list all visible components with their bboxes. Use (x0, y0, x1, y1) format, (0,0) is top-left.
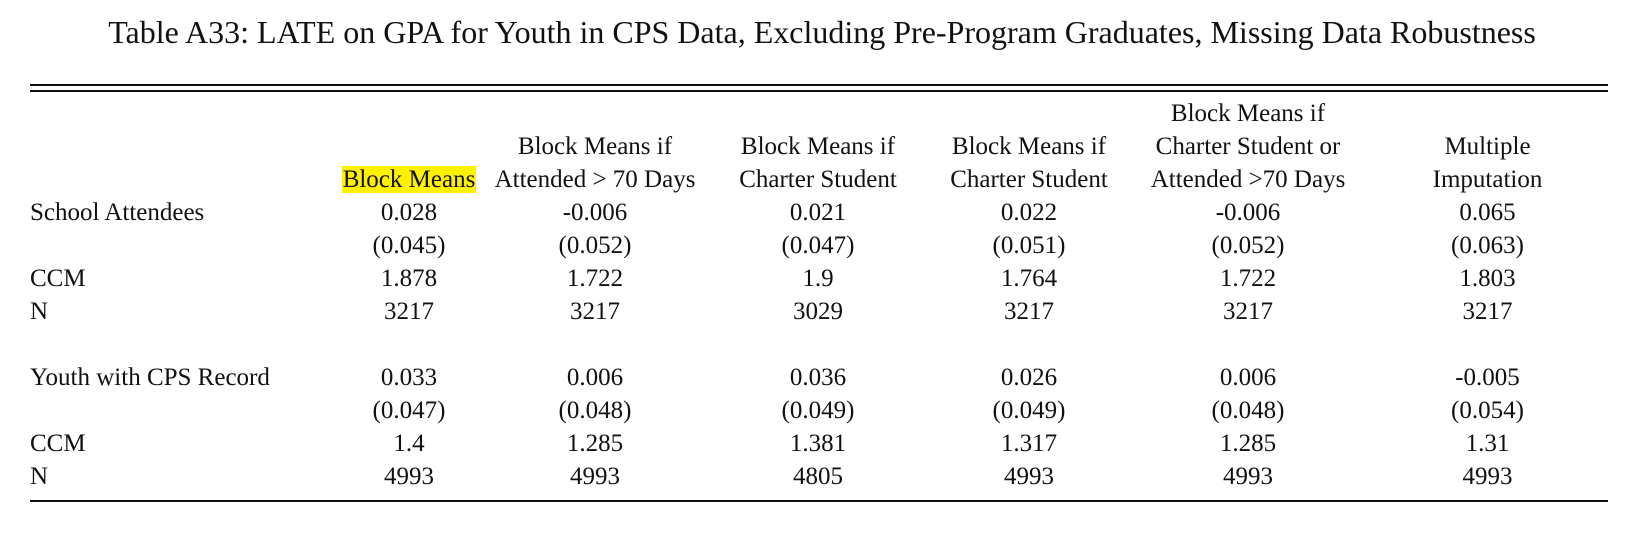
column-header-line: Block Means if (517, 133, 673, 160)
cell-value: 1.722 (566, 265, 624, 292)
cell-value: (0.063) (1451, 232, 1524, 259)
cell-value: 0.065 (1459, 199, 1516, 226)
cell-value: (0.045) (372, 232, 446, 259)
column-header-line: Block Means if (951, 133, 1107, 160)
cell-value: (0.049) (781, 397, 855, 424)
cell-value: 3217 (570, 298, 620, 325)
column-header-line: Block Means (335, 163, 483, 196)
column-header-line (483, 97, 707, 130)
column-header-line: Multiple (1444, 133, 1531, 160)
cell-value: 1.285 (1219, 430, 1277, 457)
cell-value: 3217 (1223, 298, 1273, 325)
header-row: Block Means Block Means if Attended > 70… (30, 97, 1608, 196)
table-row-ccm: CCM 1.878 1.722 1.9 1.764 1.722 1.803 (30, 262, 1608, 295)
cell-value: (0.054) (1451, 397, 1524, 424)
row-label (30, 394, 335, 427)
cell-value: 1.9 (802, 265, 834, 292)
cell-value: (0.047) (372, 397, 446, 424)
column-header-line: Imputation (1432, 166, 1543, 193)
row-label: CCM (30, 430, 86, 457)
cell-value: 0.021 (789, 199, 847, 226)
cell-value: 1.317 (1000, 430, 1058, 457)
column-header-line (335, 130, 483, 163)
cell-value: (0.051) (992, 232, 1066, 259)
cell-value: 4805 (793, 463, 843, 490)
cell-value: 3029 (793, 298, 843, 325)
cell-value: 0.036 (789, 364, 847, 391)
table-row-ccm: CCM 1.4 1.285 1.381 1.317 1.285 1.31 (30, 427, 1608, 460)
cell-value: 3217 (384, 298, 434, 325)
column-header-block-means: Block Means (335, 97, 483, 196)
table-row-std-error: (0.047) (0.048) (0.049) (0.049) (0.048) … (30, 394, 1608, 427)
column-header-line: Attended >70 Days (1150, 166, 1346, 193)
column-header-line: Block Means if (1170, 100, 1326, 127)
column-header-line (1367, 97, 1608, 130)
column-header-line (707, 97, 929, 130)
cell-value: 0.033 (380, 364, 438, 391)
column-header-charter-student-b: Block Means if Charter Student (929, 97, 1129, 196)
cell-value: (0.048) (1211, 397, 1285, 424)
panel-spacer (30, 328, 1608, 361)
row-label: School Attendees (30, 199, 205, 226)
cell-value: 4993 (1462, 463, 1513, 490)
table-row-estimate: Youth with CPS Record 0.033 0.006 0.036 … (30, 361, 1608, 394)
cell-value: (0.047) (781, 232, 855, 259)
table-row-n: N 3217 3217 3029 3217 3217 3217 (30, 295, 1608, 328)
cell-value: 3217 (1004, 298, 1054, 325)
table-row-estimate: School Attendees 0.028 -0.006 0.021 0.02… (30, 196, 1608, 229)
column-header-line: Attended > 70 Days (494, 166, 696, 193)
bottom-rule (30, 500, 1608, 502)
cell-value: 0.022 (1000, 199, 1058, 226)
cell-value: 1.4 (393, 430, 425, 457)
cell-value: 1.381 (789, 430, 847, 457)
cell-value: 3217 (1462, 298, 1513, 325)
results-table: Block Means Block Means if Attended > 70… (30, 97, 1608, 493)
cell-value: 1.31 (1465, 430, 1510, 457)
cell-value: 0.028 (380, 199, 438, 226)
highlight-mark: Block Means (341, 166, 477, 193)
cell-value: (0.052) (1211, 232, 1285, 259)
row-label: N (30, 463, 49, 490)
cell-value: 4993 (384, 463, 434, 490)
table-row-n: N 4993 4993 4805 4993 4993 4993 (30, 460, 1608, 493)
column-header-attended-70: Block Means if Attended > 70 Days (483, 97, 707, 196)
cell-value: 1.764 (1000, 265, 1058, 292)
table-row-std-error: (0.045) (0.052) (0.047) (0.051) (0.052) … (30, 229, 1608, 262)
column-header-line: Charter Student (950, 166, 1108, 193)
top-rule-2 (30, 90, 1608, 92)
cell-value: (0.049) (992, 397, 1066, 424)
spacer-cell (30, 328, 1608, 361)
column-header-multiple-imputation: Multiple Imputation (1367, 97, 1608, 196)
column-header-line: Block Means if (740, 133, 896, 160)
column-header-charter-student-a: Block Means if Charter Student (707, 97, 929, 196)
column-header-line: Charter Student or (1155, 133, 1341, 160)
cell-value: -0.006 (562, 199, 628, 226)
cell-value: 4993 (570, 463, 620, 490)
row-label: Youth with CPS Record (30, 364, 270, 391)
cell-value: 0.026 (1000, 364, 1058, 391)
row-label: N (30, 298, 49, 325)
column-header-line (335, 97, 483, 130)
top-rule-1 (30, 84, 1608, 86)
cell-value: -0.006 (1215, 199, 1281, 226)
row-label: CCM (30, 265, 86, 292)
cell-value: 0.006 (1219, 364, 1277, 391)
column-header-line (929, 97, 1129, 130)
row-label (30, 229, 335, 262)
cell-value: 0.006 (566, 364, 624, 391)
cell-value: (0.052) (558, 232, 632, 259)
table-caption: Table A33: LATE on GPA for Youth in CPS … (108, 14, 1536, 50)
cell-value: 1.803 (1459, 265, 1516, 292)
cell-value: 4993 (1223, 463, 1273, 490)
cell-value: 1.285 (566, 430, 624, 457)
cell-value: -0.005 (1455, 364, 1520, 391)
cell-value: (0.048) (558, 397, 632, 424)
cell-value: 4993 (1004, 463, 1054, 490)
column-header-line: Charter Student (739, 166, 897, 193)
stub-header (30, 97, 335, 196)
column-header-charter-or-attended: Block Means if Charter Student or Attend… (1129, 97, 1367, 196)
cell-value: 1.878 (380, 265, 438, 292)
cell-value: 1.722 (1219, 265, 1277, 292)
